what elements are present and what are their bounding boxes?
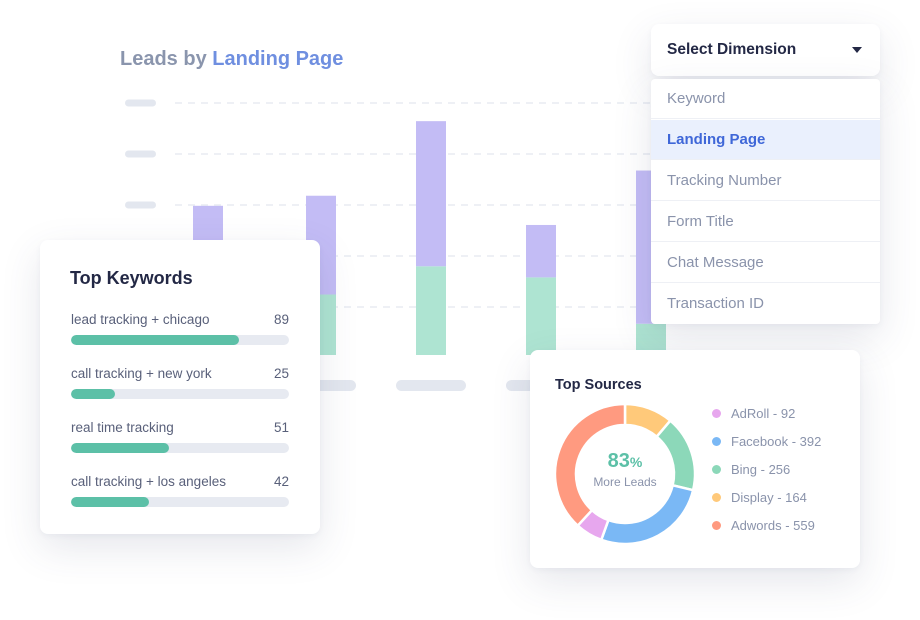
keyword-label: call tracking + los angeles bbox=[71, 473, 226, 489]
y-tick-placeholder bbox=[125, 150, 156, 158]
legend-label: Display - 164 bbox=[731, 490, 807, 505]
sources-donut-chart bbox=[553, 402, 697, 546]
bar-segment-upper bbox=[526, 224, 556, 278]
legend-dot-facebook bbox=[712, 437, 721, 447]
chart-title: Leads by Landing Page bbox=[120, 48, 343, 71]
donut-slice bbox=[553, 402, 627, 528]
keyword-progress-fill bbox=[71, 335, 239, 345]
bar-segment-lower bbox=[526, 277, 556, 355]
dimension-option-chat-message[interactable]: Chat Message bbox=[651, 243, 880, 283]
top-sources-card: Top Sources 83% More Leads AdRoll - 92 F… bbox=[530, 350, 860, 568]
keyword-progress-track bbox=[71, 335, 289, 345]
keyword-row: real time tracking 51 bbox=[71, 418, 289, 453]
legend-dot-bing bbox=[712, 465, 721, 475]
legend-label: Facebook - 392 bbox=[731, 434, 822, 449]
keyword-label: call tracking + new york bbox=[71, 365, 212, 381]
keyword-label: lead tracking + chicago bbox=[71, 311, 210, 327]
keyword-row: lead tracking + chicago 89 bbox=[71, 310, 289, 345]
y-tick-placeholder bbox=[125, 201, 156, 209]
donut-center-value: 83% bbox=[607, 450, 643, 472]
keyword-count: 89 bbox=[273, 311, 289, 327]
keyword-progress-fill bbox=[71, 443, 170, 453]
y-tick-placeholder bbox=[125, 99, 156, 107]
dimension-option-keyword[interactable]: Keyword bbox=[651, 79, 880, 119]
keyword-count: 51 bbox=[273, 419, 289, 435]
keyword-count: 25 bbox=[273, 365, 289, 381]
keyword-row: call tracking + new york 25 bbox=[71, 364, 289, 399]
keyword-progress-track bbox=[71, 389, 289, 399]
legend-item: Adwords - 559 bbox=[712, 517, 815, 535]
top-keywords-card: Top Keywords lead tracking + chicago 89 … bbox=[40, 240, 320, 534]
dimension-option-landing-page[interactable]: Landing Page bbox=[651, 120, 880, 160]
bar-segment-lower bbox=[636, 323, 666, 355]
dimension-option-transaction-id[interactable]: Transaction ID bbox=[667, 295, 764, 312]
top-keywords-title: Top Keywords bbox=[70, 268, 193, 288]
keyword-progress-fill bbox=[71, 497, 150, 507]
x-tick-placeholder bbox=[396, 380, 466, 391]
donut-center-label: More Leads bbox=[593, 475, 657, 489]
chart-title-prefix: Leads by bbox=[120, 48, 207, 70]
keyword-progress-fill bbox=[71, 389, 115, 399]
chart-title-highlight: Landing Page bbox=[212, 48, 344, 70]
legend-item: AdRoll - 92 bbox=[712, 405, 795, 423]
top-sources-title: Top Sources bbox=[555, 377, 642, 393]
legend-label: Bing - 256 bbox=[731, 462, 791, 477]
keyword-progress-track bbox=[71, 443, 289, 453]
legend-dot-adwords bbox=[712, 521, 721, 531]
legend-item: Bing - 256 bbox=[712, 461, 790, 479]
keyword-label: real time tracking bbox=[71, 419, 174, 435]
legend-label: AdRoll - 92 bbox=[731, 406, 796, 421]
legend-label: Adwords - 559 bbox=[731, 518, 815, 533]
legend-dot-adroll bbox=[712, 409, 721, 419]
donut-slice bbox=[599, 483, 695, 546]
dimension-menu: Keyword Landing Page Tracking Number For… bbox=[651, 79, 880, 324]
bar-segment-upper bbox=[416, 121, 446, 267]
legend-dot-display bbox=[712, 493, 721, 503]
dimension-option-tracking-number[interactable]: Tracking Number bbox=[651, 161, 880, 201]
select-dimension-label: Select Dimension bbox=[667, 41, 797, 58]
chevron-down-icon bbox=[852, 47, 862, 53]
legend-item: Display - 164 bbox=[712, 489, 807, 507]
dimension-option-form-title[interactable]: Form Title bbox=[651, 202, 880, 242]
keyword-progress-track bbox=[71, 497, 289, 507]
donut-center: 83% More Leads bbox=[585, 450, 665, 489]
keyword-count: 42 bbox=[273, 473, 289, 489]
bar-segment-lower bbox=[416, 266, 446, 355]
keyword-row: call tracking + los angeles 42 bbox=[71, 472, 289, 507]
legend-item: Facebook - 392 bbox=[712, 433, 821, 451]
select-dimension-dropdown[interactable]: Select Dimension bbox=[651, 24, 880, 76]
